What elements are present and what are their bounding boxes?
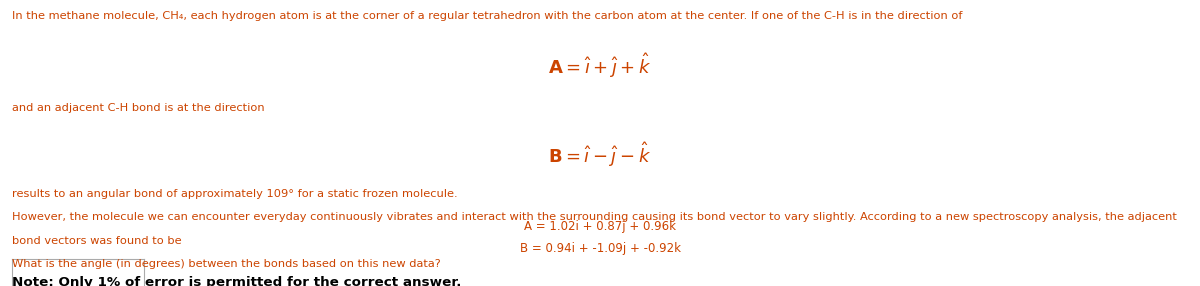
Text: However, the molecule we can encounter everyday continuously vibrates and intera: However, the molecule we can encounter e… <box>12 212 1177 222</box>
Text: B = 0.94i + -1.09j + -0.92k: B = 0.94i + -1.09j + -0.92k <box>520 242 680 255</box>
Text: $\mathbf{B} = \hat{\imath} - \hat{\jmath} - \hat{k}$: $\mathbf{B} = \hat{\imath} - \hat{\jmath… <box>548 140 652 169</box>
Text: bond vectors was found to be: bond vectors was found to be <box>12 236 181 246</box>
Text: $\mathbf{A} = \hat{\imath} + \hat{\jmath} + \hat{k}$: $\mathbf{A} = \hat{\imath} + \hat{\jmath… <box>548 51 652 80</box>
Text: In the methane molecule, CH₄, each hydrogen atom is at the corner of a regular t: In the methane molecule, CH₄, each hydro… <box>12 11 962 21</box>
Text: and an adjacent C-H bond is at the direction: and an adjacent C-H bond is at the direc… <box>12 103 265 113</box>
Text: What is the angle (in degrees) between the bonds based on this new data?: What is the angle (in degrees) between t… <box>12 259 440 269</box>
Text: results to an angular bond of approximately 109° for a static frozen molecule.: results to an angular bond of approximat… <box>12 189 457 199</box>
Text: Note: Only 1% of error is permitted for the correct answer.: Note: Only 1% of error is permitted for … <box>12 276 461 286</box>
Text: A = 1.02i + 0.87j + 0.96k: A = 1.02i + 0.87j + 0.96k <box>524 220 676 233</box>
